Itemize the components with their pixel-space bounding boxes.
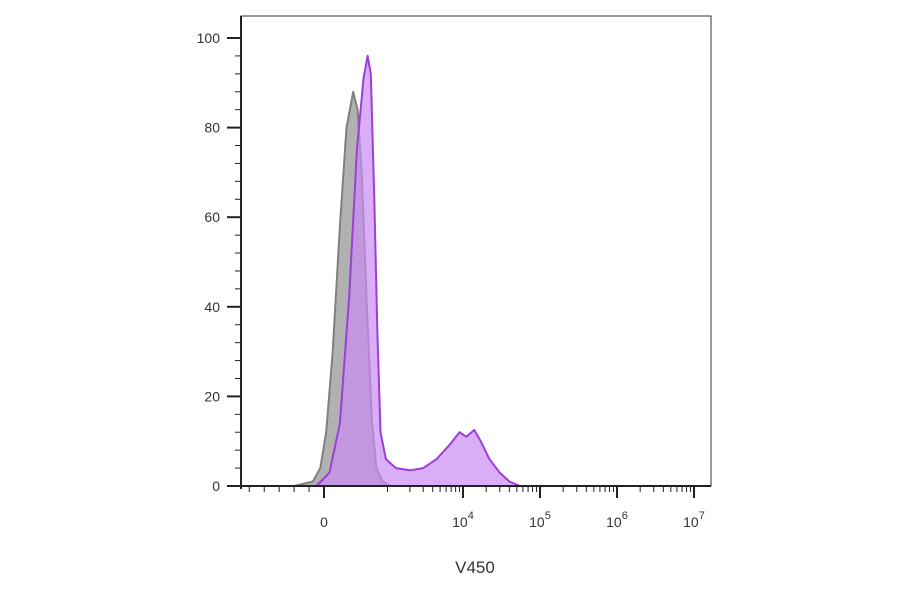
y-tick-label: 60 — [204, 209, 220, 225]
series-2-area — [316, 55, 520, 487]
y-tick-label: 20 — [204, 388, 220, 404]
y-tick-label: 100 — [197, 30, 221, 46]
y-axis-ticks: 0 20 40 60 80 100 — [197, 30, 241, 494]
x-axis-ticks: 0 104 105 106 107 — [248, 486, 705, 530]
x-tick-label: 106 — [606, 510, 628, 530]
x-tick-label: 107 — [683, 510, 705, 530]
x-tick-label: 105 — [529, 510, 551, 530]
y-tick-label: 0 — [212, 478, 220, 494]
y-tick-label: 80 — [204, 120, 220, 136]
series-2-line — [315, 54, 521, 487]
y-tick-label: 40 — [204, 299, 220, 315]
x-tick-label: 104 — [452, 510, 474, 530]
plot-frame — [240, 15, 712, 487]
x-axis-title: V450 — [455, 558, 495, 577]
x-tick-label: 0 — [320, 514, 328, 530]
series-layer — [293, 54, 521, 487]
